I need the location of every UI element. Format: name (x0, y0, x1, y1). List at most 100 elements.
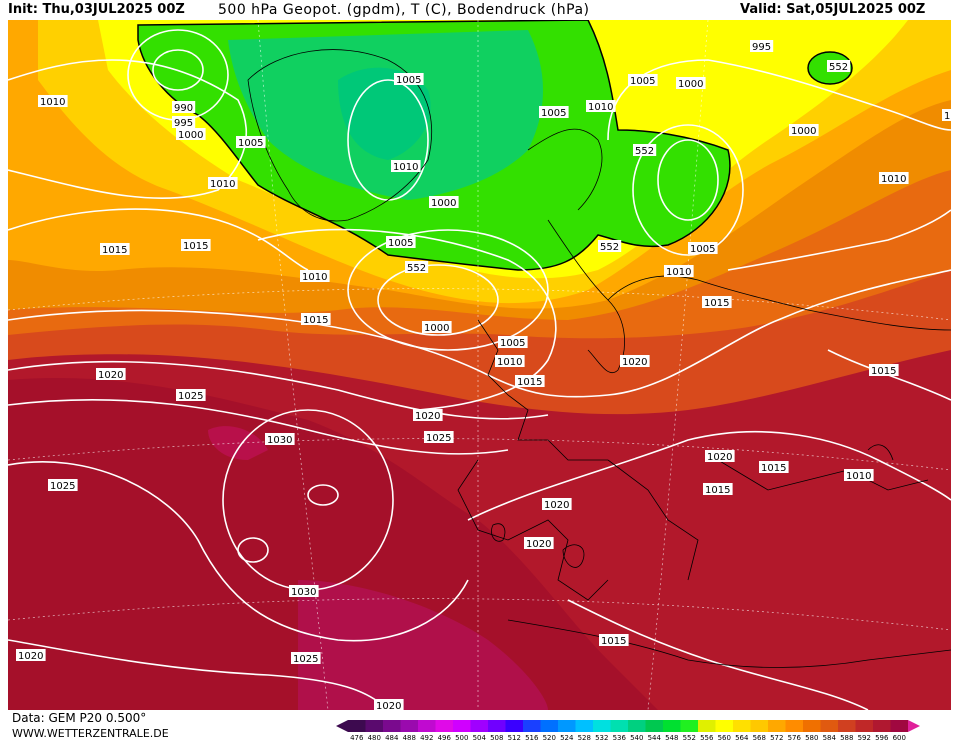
isobar-label: 1025 (424, 431, 454, 444)
legend-value: 556 (700, 734, 714, 741)
isobar-label: 1020 (96, 368, 126, 381)
isobar-label: 1010 (664, 265, 694, 278)
map-title: 500 hPa Geopot. (gpdm), T (C), Bodendruc… (218, 2, 590, 18)
legend-value: 588 (840, 734, 853, 741)
isobar-label: 1020 (705, 450, 735, 463)
legend-swatch (680, 720, 698, 732)
legend-value: 488 (403, 734, 416, 741)
isobar-label: 1015 (181, 239, 211, 252)
svg-text:1000: 1000 (431, 198, 456, 209)
svg-text:1020: 1020 (707, 452, 732, 463)
isobar-label: 1005 (394, 73, 424, 86)
legend-swatch (820, 720, 838, 732)
legend-swatch (750, 720, 768, 732)
svg-text:1020: 1020 (622, 357, 647, 368)
svg-text:1020: 1020 (18, 651, 43, 662)
legend-value: 564 (735, 734, 749, 741)
svg-text:1025: 1025 (293, 654, 318, 665)
svg-text:1020: 1020 (526, 539, 551, 550)
legend-value: 496 (438, 734, 452, 741)
svg-text:1010: 1010 (302, 272, 327, 283)
legend-swatch (365, 720, 383, 732)
legend-swatch (768, 720, 786, 732)
isobar-label: 1015 (100, 243, 130, 256)
legend-swatch (873, 720, 891, 732)
legend-swatch (505, 720, 523, 732)
legend-value: 572 (770, 734, 783, 741)
isobar-label: 990 (172, 101, 196, 114)
isobar-label: 1020 (524, 537, 554, 550)
legend-swatch (890, 720, 908, 732)
isobar-label: 1020 (620, 355, 650, 368)
svg-text:1010: 1010 (210, 179, 235, 190)
svg-text:1020: 1020 (376, 701, 401, 710)
legend-value: 580 (805, 734, 818, 741)
legend-swatch (593, 720, 611, 732)
isobar-label: 1010 (586, 100, 616, 113)
svg-text:1010: 1010 (393, 162, 418, 173)
map-header: Init: Thu,03JUL2025 00Z 500 hPa Geopot. … (0, 0, 959, 20)
svg-text:10: 10 (944, 111, 951, 122)
init-time: Init: Thu,03JUL2025 00Z (8, 2, 185, 17)
isobar-label: 1010 (495, 355, 525, 368)
isobar-label: 1000 (676, 77, 706, 90)
isobar-label: 1005 (688, 242, 718, 255)
legend-value: 536 (613, 734, 627, 741)
legend-value: 548 (665, 734, 678, 741)
isobar-label: 1015 (702, 296, 732, 309)
legend-value: 552 (683, 734, 696, 741)
isobar-label: 1015 (301, 313, 331, 326)
map-canvas: 1010 990 995 1000 1005 1010 1005 1010 1000 1005 55… (8, 20, 951, 710)
legend-swatch (803, 720, 821, 732)
isobar-label: 1000 (176, 128, 206, 141)
svg-text:1005: 1005 (500, 338, 525, 349)
svg-text:1015: 1015 (517, 377, 542, 388)
color-legend: 476 480 484 488 492 496 500 504 508 512 516 520 524 5… (336, 720, 920, 741)
isobar-label: 1010 (300, 270, 330, 283)
legend-swatch (348, 720, 366, 732)
isobar-label: 1020 (542, 498, 572, 511)
svg-text:990: 990 (174, 103, 193, 114)
svg-text:1005: 1005 (238, 138, 263, 149)
svg-text:1025: 1025 (178, 391, 203, 402)
svg-text:1020: 1020 (98, 370, 123, 381)
svg-text:1020: 1020 (544, 500, 569, 511)
legend-value: 592 (858, 734, 871, 741)
isobar-label: 1030 (265, 433, 295, 446)
legend-value: 576 (788, 734, 802, 741)
legend-swatch (610, 720, 628, 732)
legend-swatch (453, 720, 471, 732)
svg-text:1020: 1020 (415, 411, 440, 422)
legend-arrow-high (908, 720, 920, 732)
legend-swatch (663, 720, 681, 732)
legend-value: 532 (595, 734, 608, 741)
isobar-label: 1010 (391, 160, 421, 173)
svg-text:995: 995 (752, 42, 771, 53)
legend-value: 600 (893, 734, 906, 741)
svg-text:1000: 1000 (424, 323, 449, 334)
model-info: Data: GEM P20 0.500° (12, 711, 147, 725)
legend-swatch (785, 720, 803, 732)
legend-swatch (523, 720, 541, 732)
legend-swatch (488, 720, 506, 732)
legend-swatch (628, 720, 646, 732)
legend-value: 492 (420, 734, 433, 741)
isobar-label: 1020 (413, 409, 443, 422)
isobar-label: 1025 (176, 389, 206, 402)
svg-text:1015: 1015 (601, 636, 626, 647)
legend-value: 508 (490, 734, 503, 741)
svg-text:552: 552 (600, 242, 619, 253)
svg-text:1030: 1030 (291, 587, 316, 598)
svg-text:1010: 1010 (881, 174, 906, 185)
legend-value: 560 (718, 734, 731, 741)
legend-value: 504 (473, 734, 487, 741)
isobar-label: 1000 (422, 321, 452, 334)
legend-swatch (540, 720, 558, 732)
svg-text:1030: 1030 (267, 435, 292, 446)
svg-text:1025: 1025 (426, 433, 451, 444)
svg-text:1015: 1015 (871, 366, 896, 377)
svg-text:1015: 1015 (102, 245, 127, 256)
legend-swatch (715, 720, 733, 732)
coastlines (247, 49, 951, 668)
svg-text:1010: 1010 (40, 97, 65, 108)
